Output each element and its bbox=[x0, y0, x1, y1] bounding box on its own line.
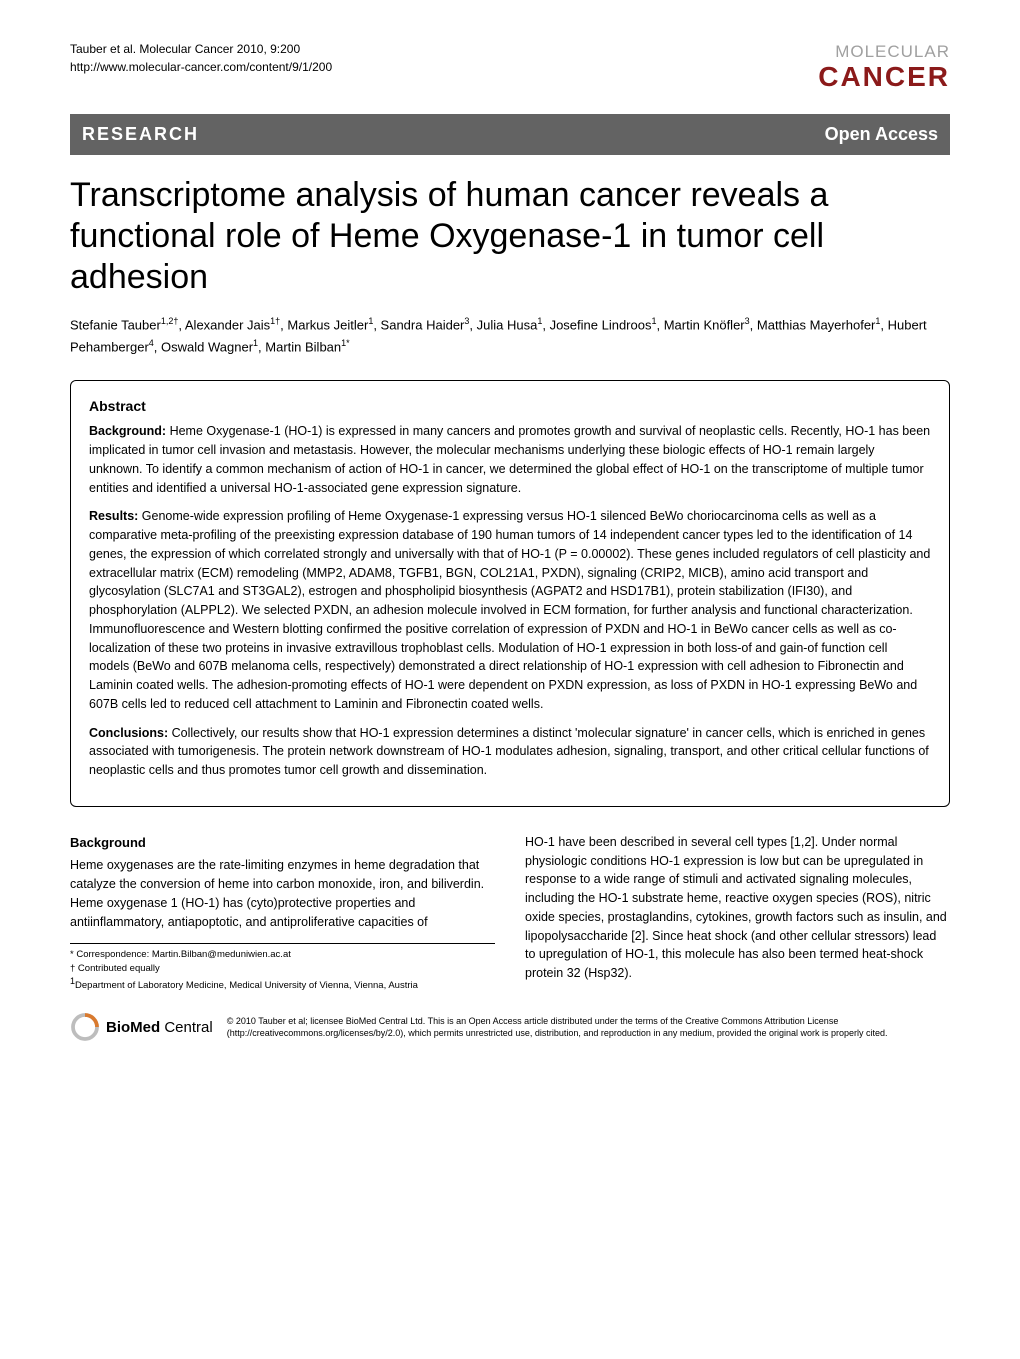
bmc-ring-icon bbox=[70, 1012, 100, 1042]
license-text: © 2010 Tauber et al; licensee BioMed Cen… bbox=[227, 1015, 950, 1040]
logo-word-cancer: CANCER bbox=[818, 64, 950, 89]
abstract-conclusions-label: Conclusions: bbox=[89, 726, 168, 740]
bmc-central: Central bbox=[160, 1019, 213, 1036]
abstract-heading: Abstract bbox=[89, 397, 931, 417]
bmc-text: BioMed Central bbox=[106, 1017, 213, 1038]
affiliation-note: 1Department of Laboratory Medicine, Medi… bbox=[70, 975, 495, 992]
footnotes: * Correspondence: Martin.Bilban@meduniwi… bbox=[70, 943, 495, 992]
correspondence-note: * Correspondence: Martin.Bilban@meduniwi… bbox=[70, 948, 495, 961]
abstract-results: Results: Genome-wide expression profilin… bbox=[89, 507, 931, 713]
author-list: Stefanie Tauber1,2†, Alexander Jais1†, M… bbox=[70, 314, 950, 358]
category-band: RESEARCH Open Access bbox=[70, 114, 950, 155]
citation-line-1: Tauber et al. Molecular Cancer 2010, 9:2… bbox=[70, 40, 332, 58]
journal-logo: MOLECULAR CANCER bbox=[818, 40, 950, 89]
abstract-results-text: Genome-wide expression profiling of Heme… bbox=[89, 509, 930, 711]
left-column: Background Heme oxygenases are the rate-… bbox=[70, 833, 495, 993]
background-heading: Background bbox=[70, 833, 495, 853]
abstract-background-label: Background: bbox=[89, 424, 166, 438]
right-column: HO-1 have been described in several cell… bbox=[525, 833, 950, 993]
body-columns: Background Heme oxygenases are the rate-… bbox=[70, 833, 950, 993]
abstract-box: Abstract Background: Heme Oxygenase-1 (H… bbox=[70, 380, 950, 807]
abstract-conclusions-text: Collectively, our results show that HO-1… bbox=[89, 726, 929, 778]
citation-url: http://www.molecular-cancer.com/content/… bbox=[70, 58, 332, 76]
abstract-conclusions: Conclusions: Collectively, our results s… bbox=[89, 724, 931, 780]
category-label: RESEARCH bbox=[82, 122, 199, 147]
article-title: Transcriptome analysis of human cancer r… bbox=[70, 175, 950, 297]
open-access-label: Open Access bbox=[825, 122, 938, 147]
bmc-biomed: BioMed bbox=[106, 1019, 160, 1036]
page-footer: BioMed Central © 2010 Tauber et al; lice… bbox=[70, 1012, 950, 1042]
background-paragraph-left: Heme oxygenases are the rate-limiting en… bbox=[70, 856, 495, 931]
abstract-background-text: Heme Oxygenase-1 (HO-1) is expressed in … bbox=[89, 424, 930, 494]
biomed-central-logo: BioMed Central bbox=[70, 1012, 213, 1042]
abstract-results-label: Results: bbox=[89, 509, 138, 523]
equal-contribution-note: † Contributed equally bbox=[70, 962, 495, 975]
page-header: Tauber et al. Molecular Cancer 2010, 9:2… bbox=[70, 40, 950, 89]
background-paragraph-right: HO-1 have been described in several cell… bbox=[525, 833, 950, 983]
abstract-background: Background: Heme Oxygenase-1 (HO-1) is e… bbox=[89, 422, 931, 497]
citation-block: Tauber et al. Molecular Cancer 2010, 9:2… bbox=[70, 40, 332, 76]
